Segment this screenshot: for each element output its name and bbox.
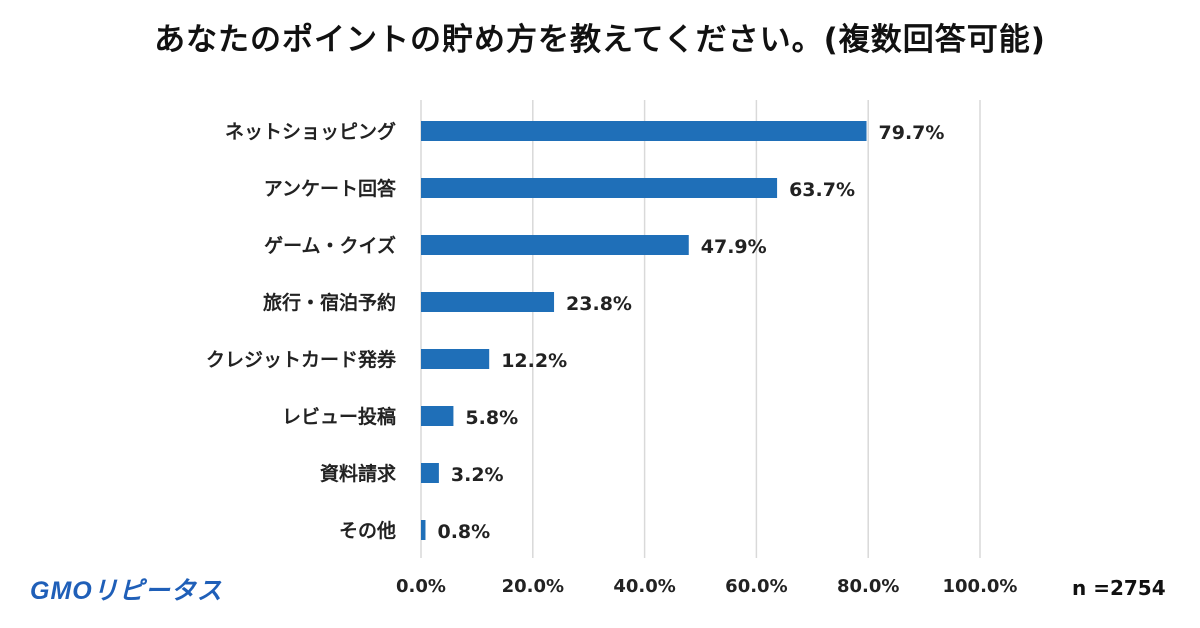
value-label: 63.7% bbox=[789, 179, 855, 201]
x-tick-label: 60.0% bbox=[725, 576, 787, 597]
value-label: 23.8% bbox=[566, 293, 632, 315]
value-label: 0.8% bbox=[437, 521, 490, 543]
category-label: ネットショッピング bbox=[225, 120, 396, 143]
bar bbox=[421, 178, 778, 198]
category-label: 旅行・宿泊予約 bbox=[263, 291, 396, 314]
x-tick-label: 80.0% bbox=[837, 576, 899, 597]
x-tick-label: 20.0% bbox=[502, 576, 564, 597]
grid-lines bbox=[420, 100, 981, 558]
value-label: 3.2% bbox=[451, 464, 504, 486]
bar bbox=[421, 406, 454, 426]
value-label: 5.8% bbox=[465, 407, 518, 429]
category-label: レビュー投稿 bbox=[282, 405, 396, 428]
bar bbox=[421, 520, 426, 540]
bar bbox=[421, 463, 439, 483]
category-label: アンケート回答 bbox=[264, 177, 397, 200]
category-label: 資料請求 bbox=[320, 462, 397, 485]
brand-logo: GMOリピータス bbox=[30, 577, 223, 605]
category-label: ゲーム・クイズ bbox=[264, 234, 396, 257]
x-tick-label: 40.0% bbox=[613, 576, 675, 597]
sample-size: n =2754 bbox=[1072, 576, 1166, 600]
x-tick-label: 0.0% bbox=[396, 576, 446, 597]
bar bbox=[421, 292, 555, 312]
x-tick-label: 100.0% bbox=[943, 576, 1018, 597]
labels: 0.0% 20.0% 40.0% 60.0% 80.0% 100.0% ネットショッピング 7… bbox=[206, 120, 1018, 597]
chart-title: あなたのポイントの貯め方を教えてください。(複数回答可能) bbox=[154, 22, 1046, 58]
category-label: クレジットカード発券 bbox=[206, 348, 397, 371]
bar bbox=[421, 121, 867, 141]
bars bbox=[421, 121, 867, 540]
category-label: その他 bbox=[339, 519, 396, 542]
bar bbox=[421, 235, 689, 255]
value-label: 79.7% bbox=[879, 122, 945, 144]
value-label: 12.2% bbox=[501, 350, 567, 372]
value-label: 47.9% bbox=[701, 236, 767, 258]
bar bbox=[421, 349, 490, 369]
